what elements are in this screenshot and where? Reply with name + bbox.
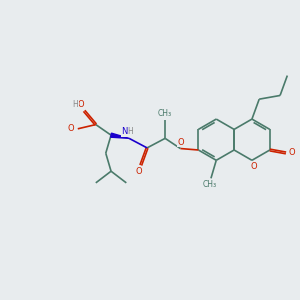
Text: O: O (67, 124, 74, 133)
Text: O: O (289, 148, 295, 158)
Text: O: O (250, 162, 257, 171)
Text: O: O (78, 100, 85, 109)
Text: H: H (72, 100, 78, 109)
Text: CH₃: CH₃ (202, 180, 217, 189)
Text: N: N (122, 128, 128, 136)
Polygon shape (111, 133, 129, 138)
Text: H: H (128, 128, 133, 136)
Text: O: O (177, 137, 184, 146)
Text: O: O (136, 167, 142, 176)
Text: CH₃: CH₃ (158, 110, 172, 118)
